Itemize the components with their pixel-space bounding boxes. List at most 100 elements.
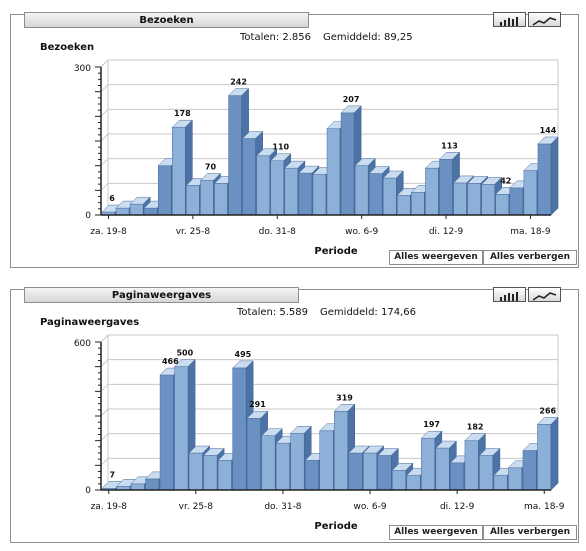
x-tick-label: ma. 18-9 xyxy=(524,502,565,512)
y-tick-label: 0 xyxy=(85,211,91,221)
bezoeken-chart: Bezoeken 0 300 6 178 70 242 110 207 113 42 144 za. 1… xyxy=(40,42,560,257)
gridline-diagonal xyxy=(100,334,109,343)
bar-front xyxy=(145,478,160,491)
data-label: 207 xyxy=(343,95,360,104)
x-axis-title: Periode xyxy=(314,521,357,532)
bar-front xyxy=(298,172,313,216)
data-label: 291 xyxy=(249,400,266,409)
x-tick-label: do. 31-8 xyxy=(264,502,301,512)
bar-front xyxy=(174,366,189,491)
x-tick-label: wo. 6-9 xyxy=(345,227,378,237)
line-chart-button[interactable] xyxy=(528,12,561,27)
data-label: 113 xyxy=(441,141,458,150)
bar-front xyxy=(537,143,552,216)
bar-front xyxy=(200,180,214,216)
bar-front xyxy=(354,165,369,216)
bar-front xyxy=(284,167,299,216)
bar-front xyxy=(509,187,524,216)
show-all-button[interactable]: Alles weergeven xyxy=(389,525,483,540)
bar-front xyxy=(522,450,537,491)
bar-front xyxy=(508,467,523,491)
line-chart-button[interactable] xyxy=(528,287,561,302)
bar-front xyxy=(326,128,341,216)
hide-all-button[interactable]: Alles verbergen xyxy=(483,525,577,540)
bar-front xyxy=(242,138,256,216)
bar-front xyxy=(363,452,378,491)
gridline-diagonal xyxy=(100,133,109,142)
totals-label: Totalen: 5.589 xyxy=(237,307,309,318)
gridline-diagonal xyxy=(100,158,109,167)
data-label: 466 xyxy=(162,357,179,366)
totals-label: Totalen: 2.856 xyxy=(240,32,312,43)
bar-front xyxy=(368,173,383,216)
bezoeken-tab[interactable]: Bezoeken xyxy=(24,12,309,28)
bar-front xyxy=(158,165,172,216)
line-chart-icon xyxy=(532,17,557,26)
hide-all-button[interactable]: Alles verbergen xyxy=(483,250,577,265)
data-label: 144 xyxy=(540,126,557,135)
bar-chart-button[interactable] xyxy=(493,287,526,302)
bar-front xyxy=(217,460,232,491)
bar-front xyxy=(421,437,436,491)
x-tick-label: wo. 6-9 xyxy=(353,502,386,512)
bar-front xyxy=(312,174,327,216)
bar-chart-button[interactable] xyxy=(493,12,526,27)
bar-front xyxy=(290,433,305,491)
x-tick-label: vr. 25-8 xyxy=(176,227,211,237)
bar-front xyxy=(232,367,247,491)
bar-front xyxy=(450,462,465,491)
show-all-button[interactable]: Alles weergeven xyxy=(389,250,483,265)
bar-front xyxy=(439,159,453,216)
gridline-diagonal xyxy=(100,433,109,442)
data-label: 110 xyxy=(272,143,289,152)
bar-front xyxy=(481,184,495,216)
bar-front xyxy=(188,452,203,491)
bar-front xyxy=(228,95,242,216)
paginaweergaves-totals: Totalen: 5.589 Gemiddeld: 174,66 xyxy=(237,307,428,318)
y-tick-label: 300 xyxy=(74,64,91,74)
bar[interactable] xyxy=(536,416,559,491)
bar-front xyxy=(246,417,261,491)
bar-front xyxy=(214,183,228,216)
data-label: 319 xyxy=(336,393,353,402)
bar-front xyxy=(256,155,270,216)
data-label: 6 xyxy=(109,194,115,203)
bar-front xyxy=(435,447,450,491)
bar-front xyxy=(348,452,363,491)
bar-front xyxy=(453,182,467,216)
y-tick-label: 600 xyxy=(74,339,91,349)
bezoeken-totals: Totalen: 2.856 Gemiddeld: 89,25 xyxy=(240,32,425,43)
gridline-diagonal xyxy=(100,108,109,117)
bar-front xyxy=(186,185,200,216)
bar-front xyxy=(319,430,334,491)
x-tick-label: za. 19-8 xyxy=(91,502,128,512)
bar[interactable] xyxy=(537,136,559,216)
paginaweergaves-tab[interactable]: Paginaweergaves xyxy=(24,287,299,303)
bar-front xyxy=(270,160,285,216)
bar-chart-icon xyxy=(500,292,518,301)
x-tick-label: ma. 18-9 xyxy=(510,227,551,237)
bar-front xyxy=(172,126,186,216)
bar-chart-icon xyxy=(500,17,518,26)
data-label: 178 xyxy=(174,109,191,118)
bar-front xyxy=(425,167,439,216)
bar-front xyxy=(406,474,421,491)
x-tick-label: vr. 25-8 xyxy=(179,502,214,512)
bar-front xyxy=(537,424,552,491)
bar-front xyxy=(143,207,158,216)
gridline-diagonal xyxy=(100,457,109,466)
data-label: 197 xyxy=(423,420,440,429)
bar-front xyxy=(383,177,397,216)
data-label: 242 xyxy=(230,78,247,87)
bar-front xyxy=(467,183,481,216)
bar-front xyxy=(159,374,174,491)
x-tick-label: di. 12-9 xyxy=(440,502,475,512)
average-label: Gemiddeld: 174,66 xyxy=(320,307,416,318)
chart-title: Paginaweergaves xyxy=(40,317,139,328)
bar-front xyxy=(493,474,508,491)
data-label: 266 xyxy=(539,406,556,415)
x-tick-label: za. 19-8 xyxy=(90,227,127,237)
data-label: 500 xyxy=(176,349,193,358)
bar-front xyxy=(130,483,145,491)
